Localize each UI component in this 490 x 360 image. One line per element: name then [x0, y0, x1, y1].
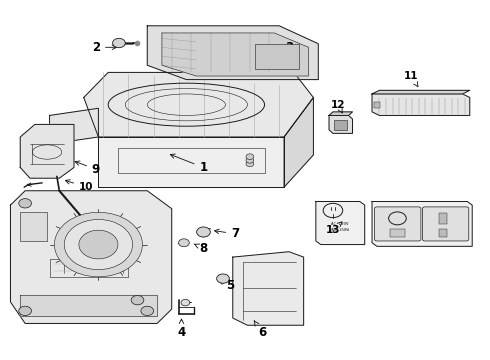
Text: 7: 7: [215, 227, 239, 240]
Text: 12: 12: [331, 100, 345, 113]
Text: 2: 2: [92, 41, 117, 54]
Polygon shape: [162, 33, 309, 76]
Circle shape: [196, 227, 210, 237]
Circle shape: [217, 274, 229, 283]
Polygon shape: [49, 108, 98, 144]
Text: 1: 1: [171, 154, 208, 174]
Circle shape: [246, 154, 254, 159]
Text: 10: 10: [65, 180, 94, 192]
Circle shape: [246, 161, 254, 167]
Polygon shape: [329, 116, 352, 134]
Text: 11: 11: [404, 71, 418, 87]
Text: 8: 8: [194, 242, 208, 255]
Circle shape: [79, 230, 118, 259]
FancyBboxPatch shape: [374, 207, 421, 241]
Text: 6: 6: [254, 321, 266, 339]
Polygon shape: [372, 94, 470, 116]
Text: AC 120V: AC 120V: [331, 222, 348, 226]
Polygon shape: [84, 72, 314, 137]
Polygon shape: [372, 90, 470, 94]
Polygon shape: [147, 26, 318, 80]
Polygon shape: [233, 252, 304, 325]
Polygon shape: [372, 202, 472, 246]
Bar: [390, 229, 405, 237]
Circle shape: [19, 199, 31, 208]
Bar: [20, 212, 47, 241]
Circle shape: [113, 39, 125, 48]
Text: 5: 5: [219, 279, 235, 292]
Text: 14: 14: [406, 222, 421, 235]
Circle shape: [131, 296, 144, 305]
Polygon shape: [20, 125, 74, 178]
Polygon shape: [329, 112, 352, 116]
Circle shape: [246, 157, 254, 163]
Text: 4: 4: [177, 319, 186, 339]
Text: 3: 3: [277, 41, 293, 56]
Circle shape: [178, 239, 189, 247]
Circle shape: [19, 306, 31, 316]
Polygon shape: [10, 191, 171, 323]
Circle shape: [141, 306, 154, 316]
Polygon shape: [98, 137, 284, 187]
Polygon shape: [316, 202, 365, 244]
Polygon shape: [284, 98, 314, 187]
Polygon shape: [20, 295, 157, 316]
Text: 9: 9: [75, 161, 100, 176]
Text: 13: 13: [326, 222, 342, 235]
Bar: [334, 120, 346, 130]
FancyBboxPatch shape: [422, 207, 469, 241]
Bar: [440, 213, 447, 224]
Circle shape: [64, 220, 133, 270]
Circle shape: [54, 212, 143, 277]
Text: MAX 150W: MAX 150W: [329, 228, 349, 232]
Bar: [255, 44, 299, 69]
Bar: [440, 229, 447, 237]
Bar: [374, 102, 380, 108]
Circle shape: [181, 300, 190, 306]
